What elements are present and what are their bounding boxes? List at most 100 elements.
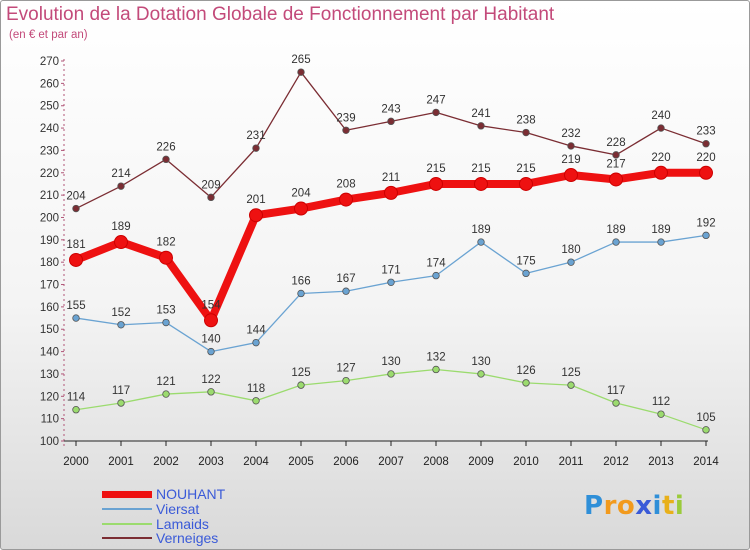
- data-point-verneiges: [387, 117, 395, 126]
- data-point-lamaids: [252, 397, 260, 405]
- data-point-viersat: [342, 287, 350, 295]
- data-point-verneiges: [477, 122, 485, 130]
- data-label-lamaids: 130: [381, 356, 400, 368]
- data-label-nouhant: 201: [246, 194, 265, 206]
- data-point-lamaids: [117, 399, 125, 407]
- data-label-lamaids: 125: [291, 367, 310, 379]
- data-point-viersat: [522, 269, 530, 278]
- data-point-nouhant: [519, 176, 533, 191]
- data-point-lamaids: [612, 399, 620, 407]
- x-tick-label: 2000: [63, 456, 89, 468]
- data-point-viersat: [477, 238, 485, 246]
- data-label-lamaids: 117: [112, 385, 130, 397]
- x-tick-label: 2010: [513, 456, 539, 468]
- data-point-viersat: [252, 338, 260, 347]
- data-label-lamaids: 114: [67, 392, 86, 404]
- x-tick-label: 2012: [603, 456, 629, 468]
- legend-label-nouhant: NOUHANT: [156, 486, 226, 502]
- data-point-viersat: [432, 271, 440, 280]
- data-label-lamaids: 127: [336, 363, 355, 375]
- data-label-lamaids: 125: [561, 367, 580, 379]
- data-label-viersat: 152: [111, 307, 130, 319]
- data-label-nouhant: 215: [426, 163, 445, 175]
- y-tick-label: 170: [40, 280, 59, 292]
- data-label-viersat: 167: [336, 273, 355, 285]
- y-tick-label: 230: [40, 145, 59, 157]
- y-tick-label: 140: [40, 347, 59, 359]
- legend-swatch-verneiges: [102, 537, 152, 539]
- data-label-lamaids: 132: [426, 351, 445, 363]
- data-point-verneiges: [612, 151, 620, 159]
- y-tick-label: 190: [40, 235, 59, 247]
- data-point-lamaids: [162, 390, 170, 398]
- data-point-nouhant: [339, 192, 353, 207]
- data-point-nouhant: [564, 168, 578, 182]
- data-label-nouhant: 220: [696, 152, 715, 164]
- data-label-verneiges: 247: [426, 94, 445, 106]
- data-label-viersat: 155: [66, 300, 85, 312]
- data-label-verneiges: 204: [66, 191, 86, 203]
- data-label-lamaids: 126: [516, 365, 535, 377]
- y-tick-label: 130: [40, 369, 59, 381]
- data-label-viersat: 153: [156, 305, 175, 317]
- data-labels-layer: 204 214 226 209 231 265 239 243 247 241 238 232 228 2…: [66, 54, 715, 424]
- data-label-nouhant: 208: [336, 179, 355, 191]
- data-point-lamaids: [432, 365, 440, 374]
- x-tick-label: 2001: [108, 456, 134, 468]
- data-label-nouhant: 182: [156, 237, 175, 249]
- y-tick-label: 240: [40, 123, 59, 135]
- y-tick-label: 200: [40, 212, 59, 224]
- logo-letter: o: [616, 491, 636, 521]
- data-point-verneiges: [162, 155, 170, 164]
- x-tick-label: 2007: [378, 456, 404, 468]
- data-label-verneiges: 209: [201, 179, 220, 191]
- data-label-nouhant: 215: [471, 163, 490, 175]
- data-label-verneiges: 228: [606, 137, 625, 149]
- data-point-verneiges: [342, 126, 350, 134]
- data-label-nouhant: 215: [516, 163, 535, 175]
- x-tick-label: 2002: [153, 456, 179, 468]
- series-layer: [69, 68, 713, 434]
- data-point-lamaids: [387, 370, 395, 378]
- legend-label-lamaids: Lamaids: [156, 516, 209, 532]
- x-tick-label: 2014: [693, 456, 719, 468]
- y-tick-label: 220: [40, 168, 59, 180]
- data-point-verneiges: [657, 124, 665, 132]
- logo-letter: P: [584, 491, 604, 521]
- data-label-verneiges: 240: [651, 110, 670, 122]
- data-label-nouhant: 154: [201, 299, 221, 311]
- logo-letter: x: [635, 491, 653, 521]
- data-point-lamaids: [477, 370, 485, 378]
- data-point-nouhant: [204, 313, 218, 328]
- logo-letter: r: [603, 491, 617, 521]
- data-label-viersat: 189: [471, 224, 490, 236]
- data-point-verneiges: [207, 193, 215, 202]
- data-label-viersat: 180: [561, 244, 580, 256]
- y-tick-label: 260: [40, 78, 59, 90]
- data-point-viersat: [567, 258, 575, 266]
- data-point-nouhant: [654, 165, 668, 180]
- data-point-nouhant: [249, 208, 263, 223]
- data-point-lamaids: [342, 376, 350, 385]
- data-label-nouhant: 220: [651, 152, 670, 164]
- logo-letter: i: [674, 491, 685, 521]
- y-tick-label: 150: [40, 324, 59, 336]
- data-point-viersat: [297, 289, 305, 298]
- data-label-verneiges: 241: [471, 108, 490, 120]
- data-point-viersat: [207, 347, 215, 356]
- data-label-viersat: 174: [426, 258, 446, 270]
- x-tick-label: 2004: [243, 456, 269, 468]
- legend-label-viersat: Viersat: [156, 501, 200, 517]
- data-point-nouhant: [609, 172, 623, 187]
- data-label-lamaids: 121: [156, 376, 175, 388]
- data-label-viersat: 189: [651, 224, 670, 236]
- data-label-viersat: 192: [696, 217, 715, 229]
- y-tick-label: 110: [41, 414, 59, 426]
- data-point-nouhant: [474, 176, 488, 191]
- data-point-viersat: [612, 238, 620, 246]
- data-point-nouhant: [114, 235, 128, 250]
- data-point-lamaids: [522, 379, 530, 387]
- data-point-nouhant: [294, 201, 308, 216]
- data-point-verneiges: [522, 128, 530, 137]
